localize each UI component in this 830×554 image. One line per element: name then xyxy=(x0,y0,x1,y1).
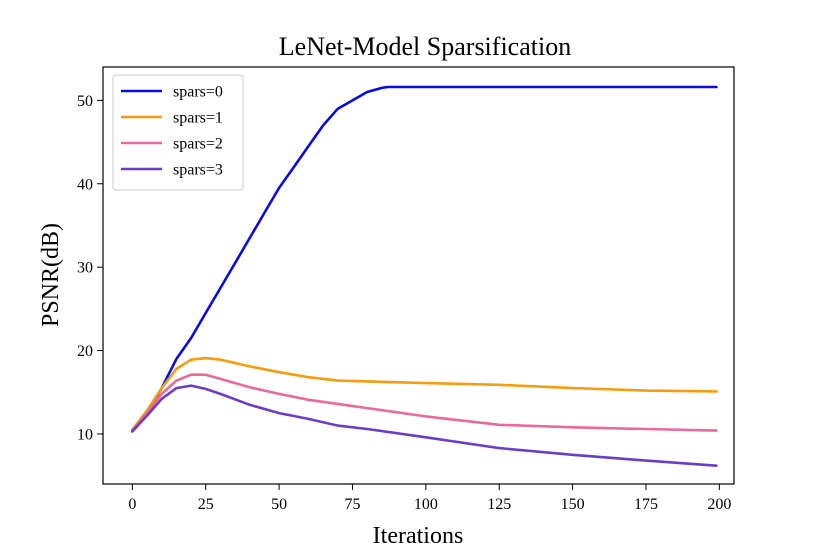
plot-area xyxy=(102,66,735,485)
y-tick-label: 10 xyxy=(77,426,93,443)
x-tick-label: 75 xyxy=(344,496,360,513)
y-axis-label: PSNR(dB) xyxy=(38,223,64,327)
x-tick-label: 125 xyxy=(487,496,511,513)
y-tick-label: 50 xyxy=(77,93,93,110)
x-tick-label: 175 xyxy=(634,496,658,513)
y-tick-label: 40 xyxy=(77,176,93,193)
legend-label-0: spars=0 xyxy=(173,84,223,101)
legend-box xyxy=(112,74,244,191)
series-layer xyxy=(131,85,718,468)
legend-label-2: spars=2 xyxy=(173,136,223,153)
y-axis-ticks: 10 20 30 40 50 xyxy=(77,93,103,443)
legend-label-3: spars=3 xyxy=(173,162,223,179)
x-tick-label: 150 xyxy=(561,496,585,513)
series-line-0 xyxy=(131,85,718,432)
x-axis-label: Iterations xyxy=(373,523,464,549)
y-tick-label: 30 xyxy=(77,260,93,277)
legend-label-1: spars=1 xyxy=(173,110,223,127)
x-tick-label: 50 xyxy=(271,496,287,513)
y-tick-label: 20 xyxy=(77,343,93,360)
x-axis-ticks: 0 25 50 75 100 125 150 175 200 xyxy=(128,484,731,513)
x-tick-label: 0 xyxy=(128,496,136,513)
chart-title: LeNet-Model Sparsification xyxy=(279,32,571,61)
x-tick-label: 100 xyxy=(414,496,438,513)
series-line-2 xyxy=(131,373,718,432)
legend: spars=0 spars=1 spars=2 spars=3 xyxy=(112,74,244,191)
x-tick-label: 25 xyxy=(198,496,214,513)
series-line-1 xyxy=(131,356,718,432)
series-line-3 xyxy=(131,384,718,468)
x-tick-label: 200 xyxy=(707,496,731,513)
